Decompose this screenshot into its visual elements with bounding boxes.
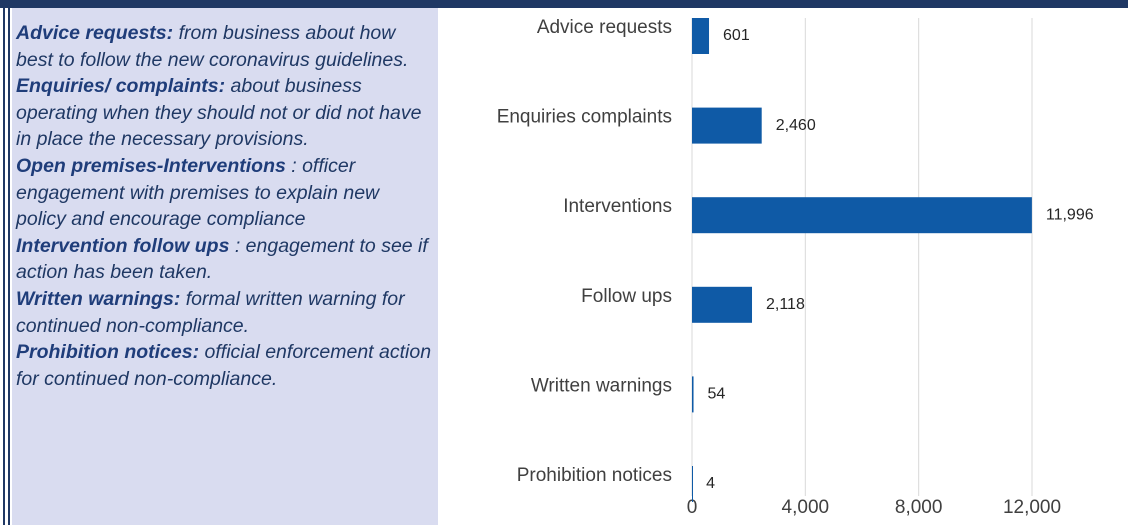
rule xyxy=(8,0,10,525)
description: formal written warning for continued non… xyxy=(16,287,405,337)
definition: Prohibition notices: official enforcemen… xyxy=(16,339,434,392)
y-tick-label: Follow ups xyxy=(581,286,672,307)
x-tick-label: 12,000 xyxy=(1003,497,1061,518)
chart: 0 4,000 8,000 12,000 Advice requests 601 Enqui… xyxy=(497,17,1094,518)
y-tick-label: Advice requests xyxy=(537,17,672,38)
header-bar xyxy=(0,0,1128,8)
x-tick-label: 0 xyxy=(687,497,698,518)
bar xyxy=(692,376,694,413)
x-tick-label: 4,000 xyxy=(782,497,830,518)
bar xyxy=(692,107,762,144)
description: from business about how best to follow t… xyxy=(16,22,409,71)
term: Written warnings: xyxy=(16,287,181,310)
value-label: 4 xyxy=(706,475,715,492)
value-label: 2,460 xyxy=(776,117,816,134)
value-label: 2,118 xyxy=(766,296,805,313)
bar xyxy=(692,18,710,54)
description: : officer engagement with premises to ex… xyxy=(16,154,380,231)
definition: Open premises-Interventions : officer en… xyxy=(16,153,434,233)
definitions-panel: Advice requests: from business about how… xyxy=(12,8,438,525)
bar xyxy=(692,286,753,323)
description: official enforcement action for continue… xyxy=(16,341,432,390)
term: Enquiries/ complaints: xyxy=(16,75,226,98)
value-label: 54 xyxy=(708,386,726,403)
definition: Written warnings: formal written warning… xyxy=(16,286,434,339)
definition: Advice requests: from business about how… xyxy=(16,20,434,73)
description: about business operating when they shoul… xyxy=(16,75,422,151)
bar xyxy=(692,466,693,502)
y-tick-label: Prohibition notices xyxy=(517,465,672,486)
definition: Enquiries/ complaints: about business op… xyxy=(16,73,434,153)
value-label: 601 xyxy=(723,27,750,44)
definition: Intervention follow ups : engagement to … xyxy=(16,233,434,286)
y-tick-label: Enquiries complaints xyxy=(497,107,672,128)
term: Advice requests: xyxy=(16,22,174,44)
term: Open premises-Interventions xyxy=(16,154,286,177)
term: Intervention follow ups xyxy=(16,234,230,257)
value-label: 11,996 xyxy=(1046,206,1094,223)
rule xyxy=(3,0,5,525)
y-tick-label: Interventions xyxy=(563,196,672,217)
bar xyxy=(692,197,1032,234)
description: : engagement to see if action has been t… xyxy=(16,234,428,284)
x-tick-label: 8,000 xyxy=(895,497,943,518)
y-tick-label: Written warnings xyxy=(531,375,672,396)
term: Prohibition notices: xyxy=(16,341,200,364)
